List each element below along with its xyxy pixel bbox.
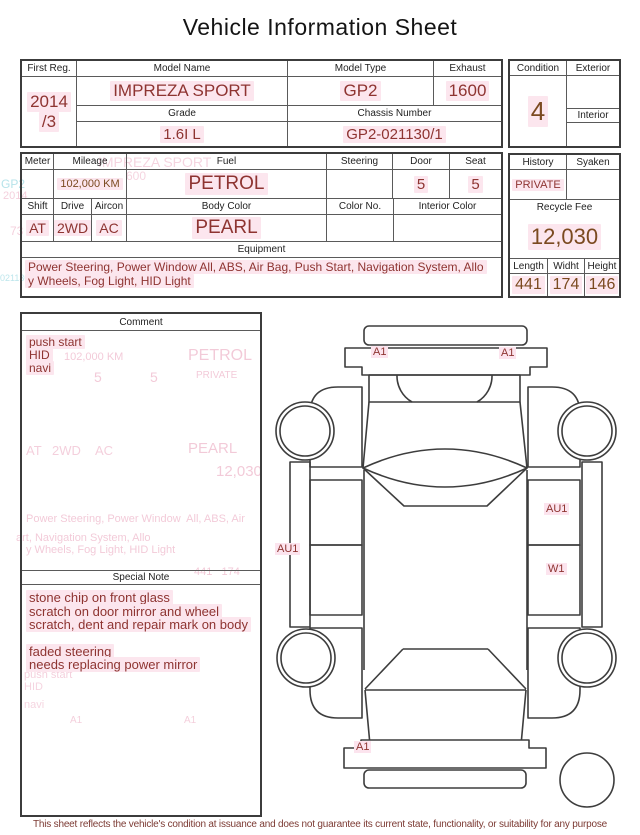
seat-label: Seat bbox=[450, 154, 501, 170]
model-info-table: First Reg. Model Name Model Type Exhaust… bbox=[20, 59, 503, 148]
interior-value bbox=[567, 123, 619, 146]
fuel-label: Fuel bbox=[127, 154, 327, 170]
width-value: 174 bbox=[548, 274, 585, 296]
history-label: History bbox=[510, 155, 566, 170]
steering-value bbox=[327, 170, 393, 199]
meter-value bbox=[22, 170, 54, 199]
chassis-label: Chassis Number bbox=[288, 106, 501, 122]
history-box: History PRIVATE Syaken Recycle Fee 12,03… bbox=[508, 153, 621, 298]
body-color-label: Body Color bbox=[127, 199, 327, 215]
shift-value: AT bbox=[22, 215, 54, 242]
length-value: 441 bbox=[510, 274, 548, 296]
special-note-text: stone chip on front glass scratch on doo… bbox=[22, 585, 260, 815]
exhaust-label: Exhaust bbox=[434, 61, 501, 77]
footer-disclaimer: This sheet reflects the vehicle's condit… bbox=[32, 819, 607, 830]
first-reg-value: 2014 /3 bbox=[22, 77, 77, 146]
first-reg-year: 2014 bbox=[27, 91, 71, 112]
car-diagram bbox=[275, 325, 617, 808]
model-type-label: Model Type bbox=[288, 61, 434, 77]
equipment-label: Equipment bbox=[22, 242, 501, 258]
door-value: 5 bbox=[393, 170, 450, 199]
special-note-label: Special Note bbox=[22, 570, 260, 585]
recycle-fee-value: 12,030 bbox=[510, 215, 619, 258]
color-no-value bbox=[327, 215, 394, 242]
model-name-value: IMPREZA SPORT bbox=[77, 77, 288, 106]
door-label: Door bbox=[393, 154, 450, 170]
body-color-value: PEARL bbox=[127, 215, 327, 242]
recycle-fee-label: Recycle Fee bbox=[536, 202, 593, 213]
exterior-value bbox=[567, 76, 619, 109]
condition-label: Condition bbox=[510, 61, 566, 76]
equipment-value: Power Steering, Power Window All, ABS, A… bbox=[22, 258, 501, 290]
drive-value: 2WD bbox=[54, 215, 92, 242]
interior-color-label: Interior Color bbox=[394, 199, 501, 215]
steering-label: Steering bbox=[327, 154, 393, 170]
chassis-value: GP2-021130/1 bbox=[288, 122, 501, 146]
spec-table: Meter Mileage Fuel Steering Door Seat 10… bbox=[20, 152, 503, 298]
history-value: PRIVATE bbox=[510, 170, 566, 199]
comment-text: push start HID navi bbox=[22, 331, 260, 570]
interior-color-value bbox=[394, 215, 501, 242]
aircon-label: Aircon bbox=[92, 199, 127, 215]
first-reg-month: /3 bbox=[38, 111, 60, 132]
drive-label: Drive bbox=[54, 199, 92, 215]
seat-value: 5 bbox=[450, 170, 501, 199]
mileage-label: Mileage bbox=[54, 154, 127, 170]
page-title: Vehicle Information Sheet bbox=[182, 14, 458, 40]
width-label: Widht bbox=[548, 259, 585, 274]
grade-value: 1.6I L bbox=[77, 122, 288, 146]
meter-label: Meter bbox=[22, 154, 54, 170]
exhaust-value: 1600 bbox=[434, 77, 501, 106]
model-name-label: Model Name bbox=[77, 61, 288, 77]
first-reg-label: First Reg. bbox=[22, 61, 77, 77]
height-value: 146 bbox=[585, 274, 619, 296]
condition-value: 4 bbox=[510, 76, 566, 146]
comment-box: Comment push start HID navi Special Note… bbox=[20, 312, 262, 817]
shift-label: Shift bbox=[22, 199, 54, 215]
aircon-value: AC bbox=[92, 215, 127, 242]
model-type-value: GP2 bbox=[288, 77, 434, 106]
height-label: Height bbox=[585, 259, 619, 274]
syaken-label: Syaken bbox=[567, 155, 619, 170]
mileage-value: 102,000 KM bbox=[54, 170, 127, 199]
syaken-value bbox=[567, 170, 619, 199]
grade-label: Grade bbox=[77, 106, 288, 122]
fuel-value: PETROL bbox=[127, 170, 327, 199]
color-no-label: Color No. bbox=[327, 199, 394, 215]
exterior-label: Exterior bbox=[567, 61, 619, 76]
condition-box: Condition 4 Exterior Interior bbox=[508, 59, 621, 148]
comment-label: Comment bbox=[22, 314, 260, 331]
length-label: Length bbox=[510, 259, 548, 274]
interior-label: Interior bbox=[567, 109, 619, 123]
